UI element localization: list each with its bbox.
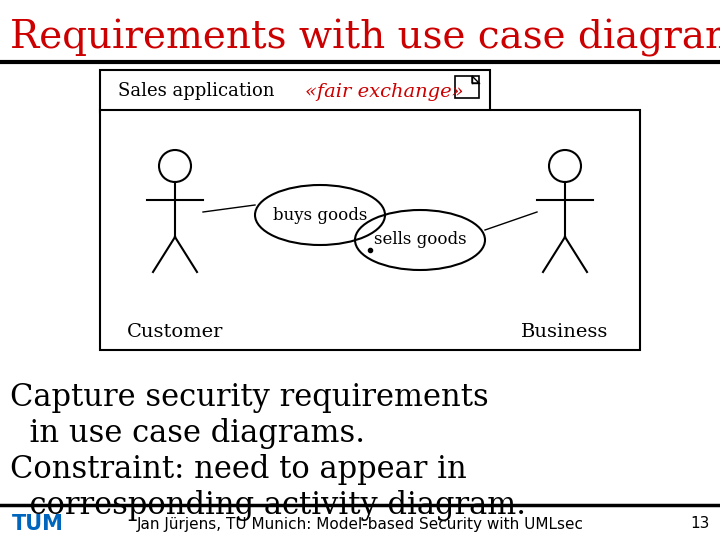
Bar xyxy=(455,76,479,98)
Text: Business: Business xyxy=(521,323,608,341)
Text: Constraint: need to appear in: Constraint: need to appear in xyxy=(10,454,467,485)
Text: in use case diagrams.: in use case diagrams. xyxy=(10,418,365,449)
Polygon shape xyxy=(472,76,479,83)
Text: 13: 13 xyxy=(690,516,710,531)
Text: Sales application: Sales application xyxy=(118,82,274,100)
Text: corresponding activity diagram.: corresponding activity diagram. xyxy=(10,490,526,521)
Text: Customer: Customer xyxy=(127,323,223,341)
Text: Requirements with use case diagrams: Requirements with use case diagrams xyxy=(10,19,720,57)
Text: TUM: TUM xyxy=(12,514,64,534)
Bar xyxy=(100,110,640,350)
Text: «fair exchange»: «fair exchange» xyxy=(305,83,464,101)
Bar xyxy=(100,70,490,112)
Text: sells goods: sells goods xyxy=(374,232,467,248)
Text: buys goods: buys goods xyxy=(273,206,367,224)
Text: Capture security requirements: Capture security requirements xyxy=(10,382,489,413)
Text: Jan Jürjens, TU Munich: Model-based Security with UMLsec: Jan Jürjens, TU Munich: Model-based Secu… xyxy=(137,516,583,531)
